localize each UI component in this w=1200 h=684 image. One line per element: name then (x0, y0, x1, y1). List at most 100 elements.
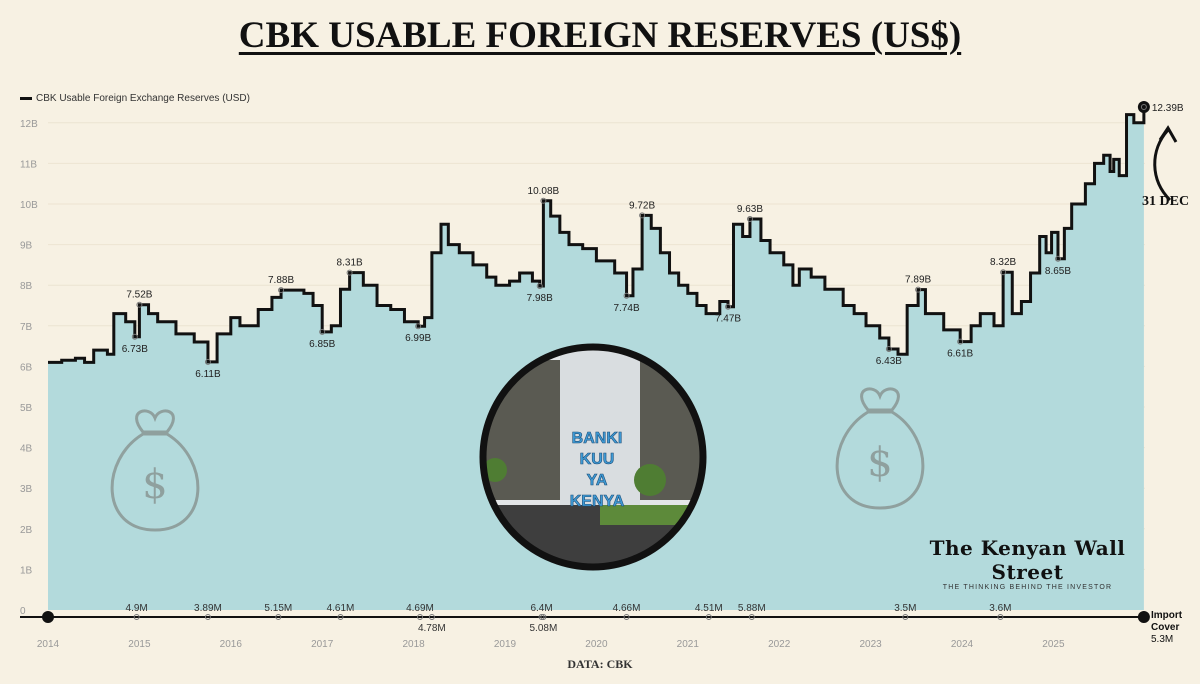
value-point-marker (957, 338, 964, 345)
value-label: 8.31B (337, 258, 363, 269)
import-cover-marker (133, 614, 140, 620)
dollar-icon: $ (142, 462, 167, 508)
x-tick-label: 2016 (220, 639, 243, 650)
value-point-marker (319, 328, 326, 335)
annotation-arrowhead (1158, 125, 1178, 143)
chart-title-text: CBK USABLE FOREIGN RESERVES (US$) (238, 15, 962, 56)
brand-name: The Kenyan Wall Street (929, 536, 1126, 584)
y-tick-label: 6B (20, 362, 33, 373)
value-point-marker (136, 301, 143, 308)
import-cover-marker (997, 614, 1004, 620)
x-tick-label: 2021 (677, 639, 700, 650)
import-cover-marker (705, 614, 712, 620)
palm-tree (483, 458, 507, 482)
import-cover-label: 4.9M (126, 603, 148, 614)
import-cover-marker (337, 614, 344, 620)
sign-text: BANKI (572, 430, 623, 447)
value-point-marker (725, 303, 732, 310)
brand-logo: The Kenyan Wall Street THE THINKING BEHI… (905, 536, 1150, 591)
x-tick-label: 2025 (1042, 639, 1065, 650)
photo-content: BANKI KUU YA KENYA (483, 347, 703, 567)
y-tick-label: 1B (20, 565, 33, 576)
value-label: 6.85B (309, 339, 335, 350)
import-cover-label-line1: Import (1151, 610, 1183, 621)
import-cover-label: 3.5M (894, 603, 916, 614)
value-label: 9.63B (737, 204, 763, 215)
x-tick-label: 2020 (585, 639, 608, 650)
value-label: 7.88B (268, 275, 294, 286)
value-label: 6.73B (122, 344, 148, 355)
y-tick-label: 9B (20, 241, 33, 252)
value-label: 6.43B (876, 356, 902, 367)
brand-tagline: THE THINKING BEHIND THE INVESTOR (942, 584, 1113, 591)
import-cover-label: 5.88M (738, 603, 766, 614)
y-tick-label: 0 (20, 606, 26, 617)
sign-text: KUU (580, 451, 615, 468)
import-cover-label: Import Cover 5.3M (1151, 610, 1182, 646)
value-label: 6.11B (195, 369, 221, 380)
chart-title: CBK USABLE FOREIGN RESERVES (US$) (0, 14, 1200, 57)
x-tick-label: 2023 (859, 639, 882, 650)
y-tick-label: 5B (20, 403, 33, 414)
date-annotation: 31 DEC (1142, 194, 1190, 209)
value-point-marker (131, 333, 138, 340)
value-label: 12.39B (1152, 103, 1184, 114)
value-point-marker (915, 286, 922, 293)
import-cover-marker (748, 614, 755, 620)
import-cover-label-value: 5.3M (1151, 634, 1174, 645)
y-tick-label: 7B (20, 322, 33, 333)
y-tick-label: 10B (20, 200, 38, 211)
value-point-marker (1000, 269, 1007, 276)
import-cover-label: 4.51M (695, 603, 723, 614)
data-source: DATA: CBK (567, 657, 633, 671)
x-tick-label: 2019 (494, 639, 517, 650)
value-point-marker (746, 216, 753, 223)
import-cover-marker (538, 614, 545, 620)
reserves-line (48, 106, 1146, 364)
value-point-marker (639, 212, 646, 219)
import-cover-marker (428, 614, 435, 620)
value-point-marker (204, 358, 211, 365)
value-label: 7.98B (527, 293, 553, 304)
legend-line-swatch (20, 97, 32, 100)
x-tick-label: 2018 (402, 639, 425, 650)
value-point-marker (536, 283, 543, 290)
import-cover-label: 3.89M (194, 603, 222, 614)
value-label: 7.52B (126, 290, 152, 301)
value-label: 7.74B (613, 303, 639, 314)
lawn (600, 505, 703, 525)
x-tick-label: 2017 (311, 639, 334, 650)
value-point-marker (540, 197, 547, 204)
value-label: 9.72B (629, 200, 655, 211)
palm-tree (634, 464, 666, 496)
photo-frame (479, 343, 707, 571)
import-cover-label: 3.6M (989, 603, 1011, 614)
y-tick-label: 4B (20, 444, 33, 455)
import-cover-marker (204, 614, 211, 620)
value-label: 7.47B (715, 314, 741, 325)
sign-text: YA (587, 472, 608, 489)
value-point-marker (415, 323, 422, 330)
import-cover-label: 5.08M (529, 623, 557, 634)
import-cover-label-line2: Cover (1151, 622, 1180, 633)
import-cover-label: 4.69M (406, 603, 434, 614)
value-point-marker (346, 269, 353, 276)
money-bag-icon: $ (110, 409, 200, 532)
y-tick-label: 8B (20, 281, 33, 292)
facade-panel (560, 347, 640, 505)
legend: CBK Usable Foreign Exchange Reserves (US… (20, 93, 250, 104)
value-point-marker (1140, 103, 1147, 110)
value-label: 6.99B (405, 333, 431, 344)
y-tick-label: 11B (20, 159, 37, 170)
y-tick-label: 12B (20, 119, 38, 130)
import-cover-label: 6.4M (530, 603, 552, 614)
import-cover-label: 4.66M (613, 603, 641, 614)
value-point-marker (623, 292, 630, 299)
money-bag-icon: $ (835, 387, 925, 510)
bag-body (110, 432, 200, 532)
cbk-building-photo: BANKI KUU YA KENYA (479, 343, 707, 571)
import-cover-marker (540, 614, 547, 620)
import-cover-marker (275, 614, 282, 620)
bag-top (135, 409, 175, 434)
